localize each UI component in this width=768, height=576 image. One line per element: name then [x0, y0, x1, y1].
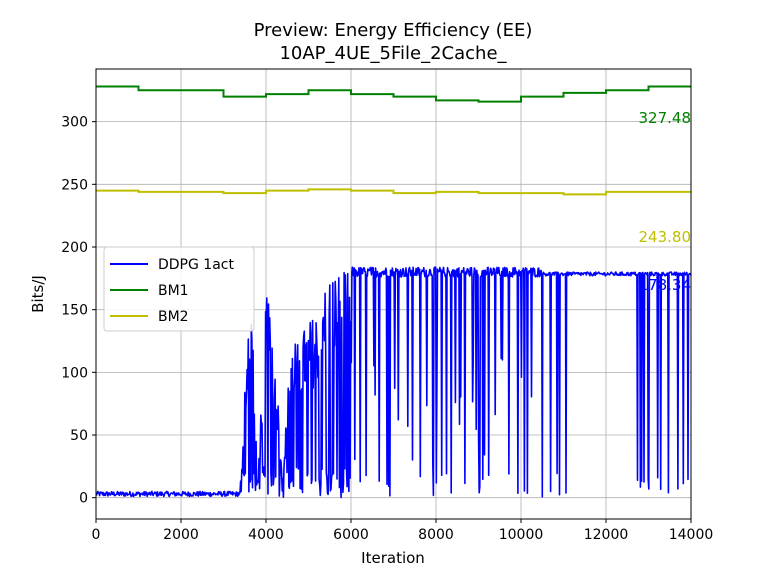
legend-label: DDPG 1act: [158, 257, 234, 273]
x-tick-label: 0: [92, 527, 101, 543]
end-value-label: 327.48: [639, 109, 692, 127]
series-line-bm2: [96, 188, 691, 196]
chart-subtitle: 10AP_4UE_5File_2Cache_: [279, 43, 507, 64]
end-value-labels: 178.34 327.48 243.80: [639, 109, 692, 294]
y-tick-label: 250: [61, 177, 88, 193]
chart-title: Preview: Energy Efficiency (EE): [254, 20, 533, 41]
y-tick-label: 100: [61, 365, 88, 381]
series-line-bm1: [96, 85, 691, 103]
x-tick-label: 4000: [248, 527, 284, 543]
y-tick-label: 150: [61, 303, 88, 319]
y-tick-label: 200: [61, 240, 88, 256]
y-axis-label: Bits/J: [29, 275, 47, 313]
end-value-label: 178.34: [639, 276, 692, 294]
axis-ticks: 0 2000 4000 6000 8000 10000 12000 14000 0 50 100 15…: [61, 115, 713, 543]
legend-label: BM1: [158, 283, 189, 299]
x-tick-label: 12000: [584, 527, 629, 543]
legend-box: [103, 246, 255, 332]
x-tick-label: 8000: [418, 527, 454, 543]
plot-area: [95, 85, 692, 499]
series-line-ddpg-1act: [95, 266, 692, 499]
x-tick-label: 2000: [163, 527, 199, 543]
plot-frame: [95, 68, 692, 520]
y-tick-label: 0: [79, 491, 88, 507]
x-tick-label: 10000: [499, 527, 544, 543]
y-tick-label: 300: [61, 115, 88, 131]
x-tick-label: 14000: [669, 527, 714, 543]
legend-label: BM2: [158, 309, 189, 325]
legend: DDPG 1act BM1 BM2: [103, 246, 255, 332]
x-axis-label: Iteration: [361, 549, 425, 567]
x-tick-label: 6000: [333, 527, 369, 543]
y-tick-label: 50: [70, 428, 88, 444]
end-value-label: 243.80: [639, 228, 692, 246]
